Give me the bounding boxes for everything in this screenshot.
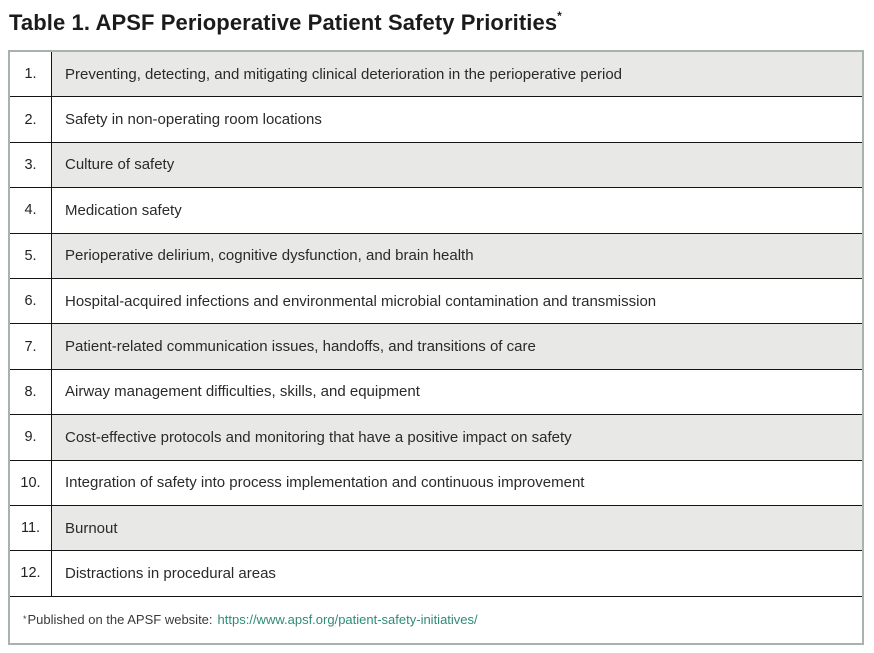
footnote-text: Published on the APSF website:	[27, 612, 213, 628]
row-text: Cost-effective protocols and monitoring …	[52, 415, 862, 460]
table-row: 12. Distractions in procedural areas	[10, 551, 862, 597]
table-row: 8. Airway management difficulties, skill…	[10, 369, 862, 416]
row-number: 9.	[10, 415, 52, 460]
row-number: 8.	[10, 369, 52, 415]
row-text: Perioperative delirium, cognitive dysfun…	[52, 233, 862, 278]
priorities-table: 1. Preventing, detecting, and mitigating…	[8, 50, 864, 645]
row-number: 12.	[10, 551, 52, 596]
table-row: 7. Patient-related communication issues,…	[10, 324, 862, 370]
table-title: Table 1. APSF Perioperative Patient Safe…	[9, 10, 866, 36]
table-row: 3. Culture of safety	[10, 142, 862, 189]
table-row: 9. Cost-effective protocols and monitori…	[10, 415, 862, 461]
table-row: 4. Medication safety	[10, 188, 862, 234]
table-title-asterisk: *	[557, 9, 562, 23]
row-text: Patient-related communication issues, ha…	[52, 324, 862, 369]
row-number: 11.	[10, 505, 52, 551]
table-row: 2. Safety in non-operating room location…	[10, 97, 862, 143]
table-row: 1. Preventing, detecting, and mitigating…	[10, 52, 862, 98]
row-text: Distractions in procedural areas	[52, 551, 862, 596]
row-number: 10.	[10, 460, 52, 505]
row-number: 7.	[10, 324, 52, 369]
table-title-text: Table 1. APSF Perioperative Patient Safe…	[9, 10, 558, 35]
table-row: 6. Hospital-acquired infections and envi…	[10, 278, 862, 325]
row-text: Culture of safety	[52, 142, 862, 188]
row-text: Medication safety	[52, 188, 862, 233]
table-row: 11. Burnout	[10, 505, 862, 552]
row-text: Safety in non-operating room locations	[52, 97, 862, 142]
row-number: 3.	[10, 142, 52, 188]
row-number: 2.	[10, 97, 52, 142]
table-row: 5. Perioperative delirium, cognitive dys…	[10, 233, 862, 279]
footnote: * Published on the APSF website: https://w…	[10, 596, 862, 643]
table-rows: 1. Preventing, detecting, and mitigating…	[10, 52, 862, 597]
row-text: Integration of safety into process imple…	[52, 460, 862, 505]
row-text: Hospital-acquired infections and environ…	[52, 278, 862, 324]
footnote-link[interactable]: https://www.apsf.org/patient-safety-init…	[217, 612, 478, 628]
row-number: 4.	[10, 188, 52, 233]
row-text: Preventing, detecting, and mitigating cl…	[52, 52, 862, 97]
row-number: 1.	[10, 52, 52, 97]
row-number: 5.	[10, 233, 52, 278]
row-text: Airway management difficulties, skills, …	[52, 369, 862, 415]
row-text: Burnout	[52, 505, 862, 551]
row-number: 6.	[10, 278, 52, 324]
footnote-asterisk: *	[23, 614, 27, 625]
table-row: 10. Integration of safety into process i…	[10, 460, 862, 506]
